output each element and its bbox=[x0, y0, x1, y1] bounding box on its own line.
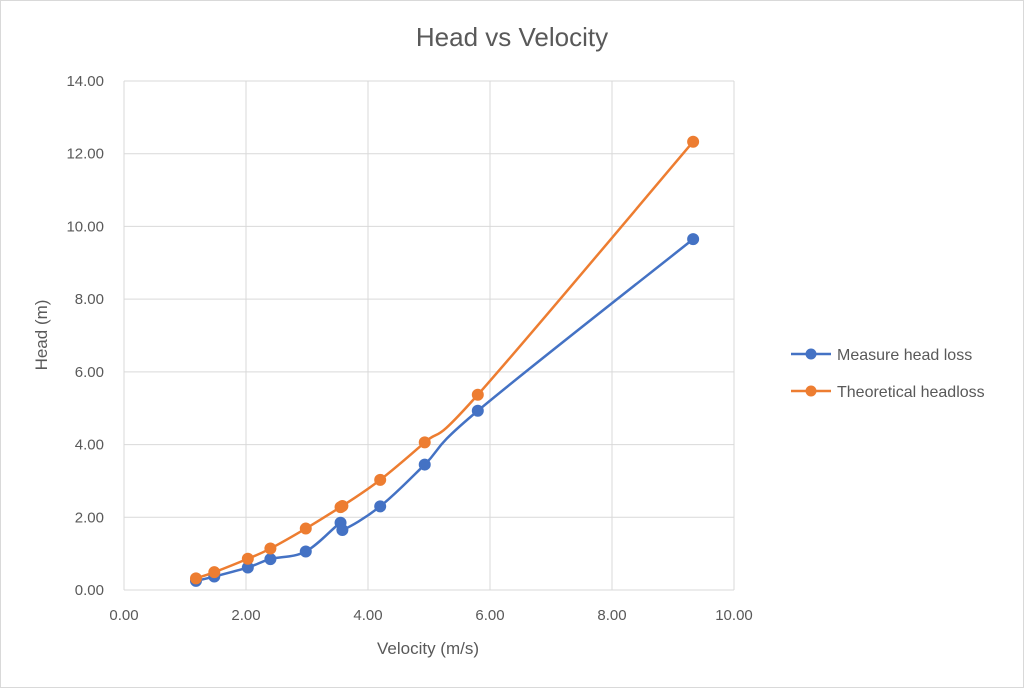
data-point bbox=[299, 522, 312, 535]
y-tick-label: 6.00 bbox=[75, 364, 104, 381]
chart-title: Head vs Velocity bbox=[416, 22, 608, 52]
x-tick-label: 0.00 bbox=[109, 607, 138, 624]
y-tick-label: 0.00 bbox=[75, 582, 104, 599]
data-point bbox=[374, 500, 387, 513]
y-tick-label: 14.00 bbox=[66, 73, 104, 90]
x-tick-label: 2.00 bbox=[231, 607, 260, 624]
data-point bbox=[299, 545, 312, 558]
x-tick-label: 4.00 bbox=[353, 607, 382, 624]
gridlines bbox=[123, 80, 735, 591]
y-tick-label: 2.00 bbox=[75, 509, 104, 526]
legend-label: Measure head loss bbox=[837, 347, 972, 364]
data-point bbox=[264, 542, 277, 555]
y-tick-label: 12.00 bbox=[66, 146, 104, 163]
series-measure-head-loss bbox=[189, 233, 700, 587]
x-tick-label: 6.00 bbox=[475, 607, 504, 624]
y-axis-title: Head (m) bbox=[32, 300, 51, 371]
y-tick-label: 10.00 bbox=[66, 218, 104, 235]
x-tick-label: 10.00 bbox=[715, 607, 753, 624]
legend-item: Theoretical headloss bbox=[791, 384, 985, 401]
legend: Measure head loss Theoretical headloss bbox=[791, 347, 985, 401]
legend-item: Measure head loss bbox=[791, 347, 972, 364]
legend-marker bbox=[805, 385, 817, 397]
data-point bbox=[208, 566, 221, 579]
series-line bbox=[195, 140, 695, 580]
series-theoretical-headloss bbox=[189, 135, 700, 585]
series-layer bbox=[189, 135, 700, 587]
data-point bbox=[687, 135, 700, 148]
data-point bbox=[241, 552, 254, 565]
legend-label: Theoretical headloss bbox=[837, 384, 985, 401]
data-point bbox=[471, 404, 484, 417]
data-point bbox=[336, 500, 349, 513]
data-point bbox=[374, 473, 387, 486]
data-point bbox=[336, 524, 349, 537]
y-tick-label: 4.00 bbox=[75, 437, 104, 454]
data-point bbox=[189, 572, 202, 585]
data-point bbox=[264, 553, 277, 566]
data-point bbox=[687, 233, 700, 246]
data-point bbox=[418, 436, 431, 449]
x-tick-label: 8.00 bbox=[597, 607, 626, 624]
data-point bbox=[471, 388, 484, 401]
series-line bbox=[195, 238, 694, 583]
data-point bbox=[418, 458, 431, 471]
legend-marker bbox=[805, 348, 817, 360]
y-tick-label: 8.00 bbox=[75, 291, 104, 308]
tick-labels: 0.00 2.00 4.00 6.00 8.00 10.00 12.00 14.00 0.00 2… bbox=[66, 73, 752, 624]
x-axis-title: Velocity (m/s) bbox=[377, 639, 479, 658]
